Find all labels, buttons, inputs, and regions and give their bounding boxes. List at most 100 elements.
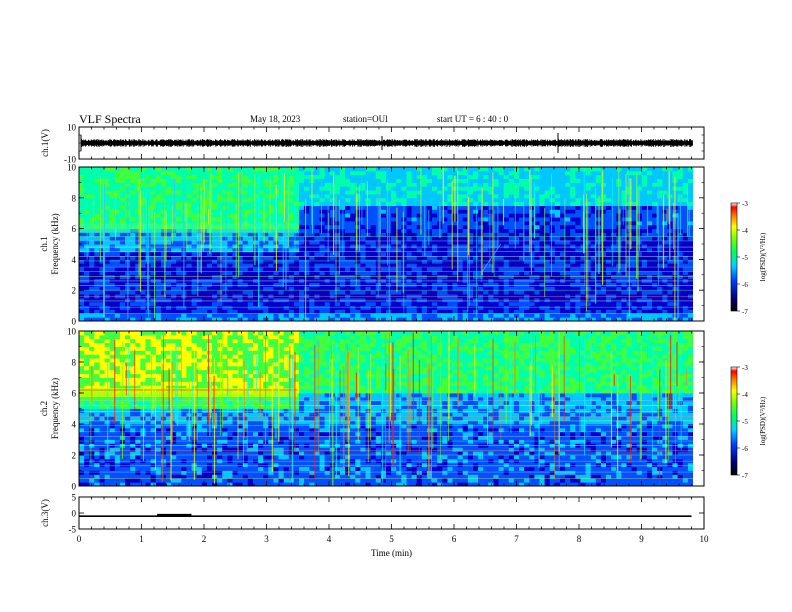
- spectrogram-cell: [488, 247, 494, 253]
- spectrogram-cell: [160, 267, 167, 272]
- spectrogram-cell: [99, 267, 105, 272]
- spectrogram-cell: [304, 178, 310, 183]
- spectrogram-cell: [324, 244, 331, 249]
- spectrogram-cell: [263, 190, 269, 195]
- spectrogram-cell: [421, 267, 428, 272]
- spectrogram-cell: [421, 309, 428, 314]
- spectrogram-cell: [513, 232, 520, 237]
- spectrogram-cell: [130, 178, 136, 183]
- spectrogram-cell: [171, 197, 177, 203]
- spectrogram-cell: [212, 190, 218, 195]
- spectrogram-cell: [677, 263, 684, 268]
- spectrogram-cell: [253, 282, 259, 287]
- spectrogram-cell: [560, 236, 566, 241]
- spectrogram-cell: [467, 263, 474, 268]
- spectrogram-cell: [370, 213, 377, 218]
- spectrogram-cell: [426, 197, 433, 203]
- spectrogram-cell: [646, 290, 653, 295]
- spectrogram-cell: [503, 282, 510, 287]
- spectrogram-cell: [258, 186, 264, 191]
- spectrogram-cell: [493, 286, 499, 291]
- spectrogram-cell: [355, 217, 361, 222]
- spectrogram-cell: [253, 236, 259, 241]
- spectrogram-cell: [242, 309, 249, 314]
- spectrogram-cell: [263, 217, 269, 222]
- spectrogram-cell: [79, 385, 85, 390]
- spectrogram-cell: [621, 282, 627, 287]
- spectrogram-cell: [79, 466, 85, 471]
- spectrogram-cell: [350, 213, 356, 218]
- spectrogram-cell: [493, 263, 499, 268]
- spectrogram-cell: [549, 267, 556, 272]
- spectrogram-cell: [242, 247, 249, 253]
- spectrogram-cell: [171, 170, 177, 176]
- spectrogram-cell: [513, 282, 520, 287]
- spectrogram-cell: [258, 286, 264, 291]
- spectrogram-cell: [176, 259, 182, 264]
- spectrogram-cell: [406, 170, 412, 176]
- spectrogram-cell: [79, 193, 85, 199]
- spectrogram-cell: [498, 232, 505, 237]
- spectrogram-cell: [196, 301, 203, 307]
- spectrogram-cell: [94, 201, 100, 206]
- spectrogram-cell: [493, 317, 499, 322]
- spectrogram-cell: [212, 267, 218, 272]
- spectrogram-cell: [549, 290, 556, 295]
- spectrogram-cell: [212, 274, 218, 280]
- spectrogram-cell: [329, 174, 336, 179]
- spectrogram-cell: [396, 213, 402, 218]
- spectrogram-cell: [473, 309, 479, 314]
- spectrogram-cell: [155, 274, 162, 280]
- spectrogram-cell: [99, 244, 105, 249]
- spectrogram-cell: [329, 224, 336, 230]
- spectrogram-cell: [155, 193, 162, 199]
- spectrogram-cell: [473, 224, 479, 230]
- spectrogram-cell: [212, 244, 218, 249]
- spectrogram-cell: [355, 309, 361, 314]
- spectrogram-cell: [652, 178, 658, 183]
- spectrogram-cell: [437, 174, 443, 179]
- spectrogram-cell: [324, 301, 331, 307]
- spectrogram-cell: [641, 205, 648, 210]
- spectrogram-cell: [135, 301, 141, 307]
- spectrogram-cell: [432, 240, 438, 245]
- spectrogram-cell: [155, 174, 162, 179]
- spectrogram-cell: [565, 259, 571, 264]
- spectrogram-cell: [682, 190, 689, 195]
- spectrogram-cell: [360, 186, 366, 191]
- spectrogram-cell: [524, 309, 530, 314]
- spectrogram-cell: [309, 267, 315, 272]
- spectrogram-cell: [600, 244, 607, 249]
- spectrogram-cell: [539, 193, 545, 199]
- spectrogram-cell: [109, 286, 116, 291]
- spectrogram-cell: [258, 317, 264, 322]
- spectrogram-cell: [442, 205, 448, 210]
- spectrogram-cell: [667, 170, 673, 176]
- spectrogram-cell: [263, 263, 269, 268]
- spectrogram-cell: [687, 193, 694, 199]
- spectrogram-cell: [299, 167, 305, 172]
- spectrogram-cell: [554, 240, 561, 245]
- spectrogram-cell: [258, 193, 264, 199]
- spectrogram-cell: [314, 255, 320, 260]
- spectrogram-cell: [109, 270, 116, 276]
- spectrogram-cell: [595, 190, 602, 195]
- spectrogram-cell: [217, 209, 223, 214]
- spectrogram-cell: [421, 193, 428, 199]
- spectrogram-cell: [135, 205, 141, 210]
- spectrogram-cell: [176, 286, 182, 291]
- spectrogram-cell: [232, 186, 238, 191]
- spectrogram-cell: [386, 251, 392, 256]
- spectrogram-cell: [176, 309, 182, 314]
- spectrogram-cell: [652, 213, 658, 218]
- spectrogram-cell: [687, 167, 694, 172]
- spectrogram-cell: [345, 228, 351, 233]
- spectrogram-cell: [166, 240, 172, 245]
- spectrogram-cell: [437, 317, 443, 322]
- spectrogram-cell: [560, 305, 566, 310]
- spectrogram-cell: [360, 236, 366, 241]
- spectrogram-cell: [94, 190, 100, 195]
- spectrogram-cell: [513, 178, 520, 183]
- spectrogram-cell: [575, 267, 581, 272]
- spectrogram-cell: [396, 305, 402, 310]
